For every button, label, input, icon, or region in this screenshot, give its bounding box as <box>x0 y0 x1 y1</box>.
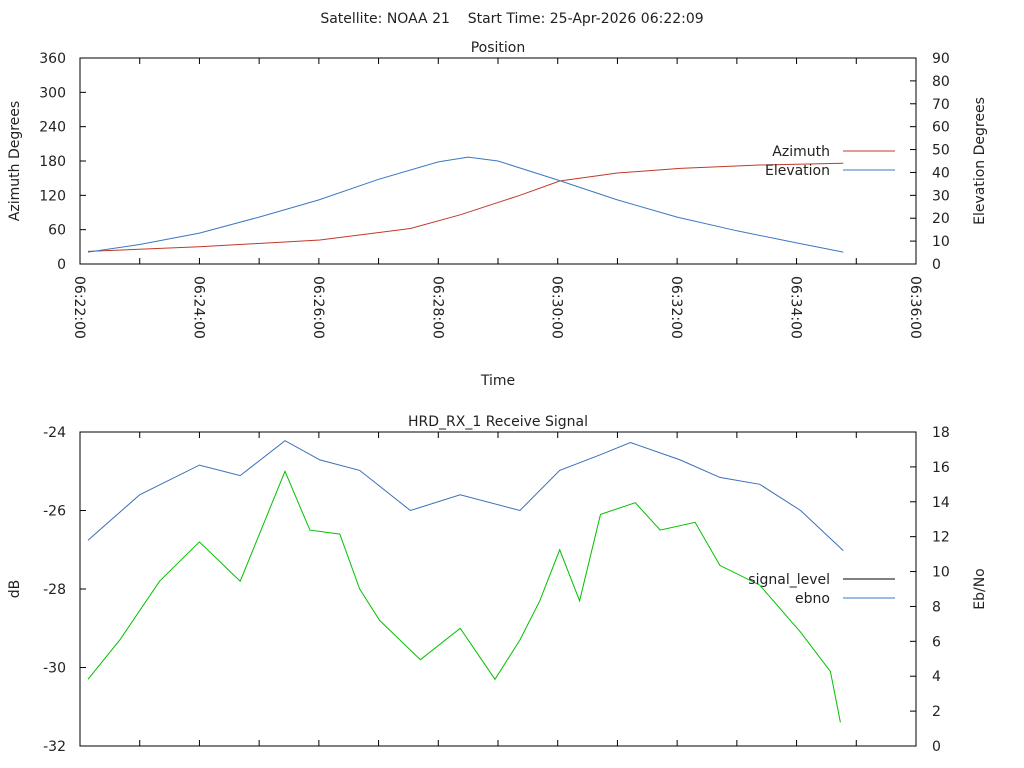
y-tick-label: 300 <box>39 85 66 101</box>
x-tick-label: 06:24:00 <box>190 276 206 339</box>
x-tick-label: 06:22:00 <box>71 276 87 339</box>
chart-title: Position <box>471 40 526 56</box>
plot-frame <box>79 431 917 747</box>
y2-tick-label: 60 <box>932 120 950 136</box>
x-tick-label: 06:30:00 <box>549 276 565 339</box>
y-tick-label: 180 <box>39 154 66 170</box>
y-tick-label: -24 <box>43 425 66 441</box>
chart-panel-1: HRD_RX_1 Receive Signal -32 -30 -28 -26 -24 0 2… <box>7 414 988 755</box>
series-line-azimuth <box>87 162 844 252</box>
y-tick-label: 120 <box>39 188 66 204</box>
y-tick-label: 0 <box>57 257 66 273</box>
y-tick-label: -28 <box>43 582 66 598</box>
chart-panel-0: Position 06:22:00 06:24:00 06:26:00 06:28:00… <box>7 40 988 389</box>
y-tick-label: -32 <box>43 739 66 755</box>
legend-label: Elevation <box>765 163 830 179</box>
series-line-signal-trace <box>87 469 841 723</box>
y2-axis-label: Elevation Degrees <box>972 97 988 225</box>
y2-tick-label: 8 <box>932 599 941 615</box>
y2-tick-label: 20 <box>932 211 950 227</box>
y2-tick-label: 90 <box>932 51 950 67</box>
legend-label: ebno <box>795 591 830 607</box>
y-tick-label: 60 <box>48 223 66 239</box>
y2-tick-label: 10 <box>932 565 950 581</box>
y2-tick-label: 2 <box>932 704 941 720</box>
legend-label: signal_level <box>748 572 830 588</box>
chart-title: HRD_RX_1 Receive Signal <box>408 414 588 430</box>
legend-label: Azimuth <box>772 144 830 160</box>
y2-tick-label: 30 <box>932 188 950 204</box>
y-tick-label: 240 <box>39 120 66 136</box>
y-tick-label: 360 <box>39 51 66 67</box>
x-tick-label: 06:28:00 <box>429 276 445 339</box>
y2-tick-label: 18 <box>932 425 950 441</box>
y-tick-label: -26 <box>43 504 66 520</box>
x-tick-label: 06:26:00 <box>310 276 326 339</box>
y-axis-label: Azimuth Degrees <box>7 101 23 221</box>
y-tick-label: -30 <box>43 661 66 677</box>
y2-tick-label: 40 <box>932 165 950 181</box>
page-title: Satellite: NOAA 21 Start Time: 25-Apr-20… <box>320 11 703 27</box>
y2-axis-label: Eb/No <box>972 568 988 610</box>
y2-tick-label: 50 <box>932 143 950 159</box>
series-line-ebno-trace <box>87 440 844 551</box>
x-axis-label: Time <box>480 373 515 389</box>
y2-tick-label: 6 <box>932 634 941 650</box>
y2-tick-label: 16 <box>932 460 950 476</box>
y2-tick-label: 80 <box>932 74 950 90</box>
x-tick-label: 06:36:00 <box>907 276 923 339</box>
y2-tick-label: 4 <box>932 669 941 685</box>
series-line-elevation <box>87 156 844 253</box>
x-tick-label: 06:34:00 <box>788 276 804 339</box>
y2-tick-label: 14 <box>932 495 950 511</box>
y2-tick-label: 70 <box>932 97 950 113</box>
y2-tick-label: 0 <box>932 257 941 273</box>
x-tick-label: 06:32:00 <box>668 276 684 339</box>
y2-tick-label: 12 <box>932 530 950 546</box>
y2-tick-label: 0 <box>932 739 941 755</box>
y-axis-label: dB <box>7 580 23 599</box>
y2-tick-label: 10 <box>932 234 950 250</box>
